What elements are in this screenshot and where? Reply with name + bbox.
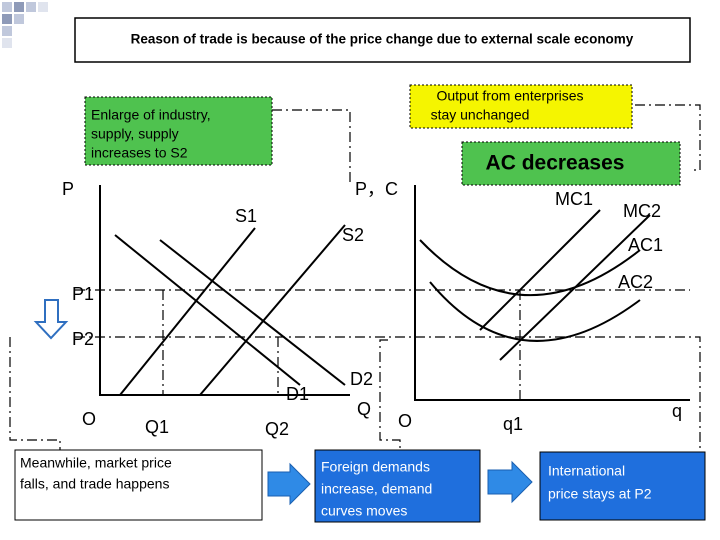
- output-box: [409, 84, 633, 129]
- quantity-label: q1: [503, 414, 523, 434]
- box-text: increase, demand: [321, 481, 432, 497]
- origin-label: O: [82, 409, 96, 429]
- title: Reason of trade is because of the price …: [131, 32, 634, 47]
- foreign-box: [314, 449, 481, 523]
- box-text: International: [548, 463, 625, 479]
- curve-label: S1: [235, 206, 257, 226]
- axis-label: P，C: [355, 179, 398, 199]
- axis-label: q: [672, 401, 682, 421]
- quantity-label: Q2: [265, 419, 289, 439]
- price-label: P1: [72, 284, 94, 304]
- axis-label: P: [62, 179, 74, 199]
- curve-label: MC1: [555, 189, 593, 209]
- box-text: Meanwhile, market price: [20, 455, 172, 471]
- box-text: stay unchanged: [431, 107, 530, 123]
- box-text: increases to S2: [91, 145, 188, 161]
- box-text: AC decreases: [486, 152, 625, 175]
- curve-label: S2: [342, 225, 364, 245]
- curve-label: AC2: [618, 272, 653, 292]
- curve-label: D1: [286, 384, 309, 404]
- left-graph: [99, 185, 350, 396]
- box-text: Output from enterprises: [436, 88, 583, 104]
- box-text: falls, and trade happens: [20, 476, 169, 492]
- axis-label: Q: [357, 399, 371, 419]
- curve-label: MC2: [623, 201, 661, 221]
- curve-label: AC1: [628, 235, 663, 255]
- box-text: Foreign demands: [321, 459, 430, 475]
- box-text: curves moves: [321, 503, 407, 519]
- box-text: price stays at P2: [548, 486, 652, 502]
- title-box: [74, 17, 691, 63]
- right-arrow: [267, 462, 311, 506]
- right-arrow: [487, 460, 533, 504]
- box-text: Enlarge of industry,: [91, 107, 211, 123]
- market-box: [14, 449, 263, 521]
- origin-label: O: [398, 411, 412, 431]
- price-label: P2: [72, 329, 94, 349]
- down-arrow: [33, 299, 69, 340]
- decoration: [2, 2, 48, 48]
- international-box: [539, 451, 706, 521]
- box-text: supply, supply: [91, 126, 179, 142]
- right-graph: [414, 185, 690, 401]
- curve-label: D2: [350, 369, 373, 389]
- quantity-label: Q1: [145, 417, 169, 437]
- ac-box: [461, 141, 681, 186]
- industry-box: [84, 96, 273, 166]
